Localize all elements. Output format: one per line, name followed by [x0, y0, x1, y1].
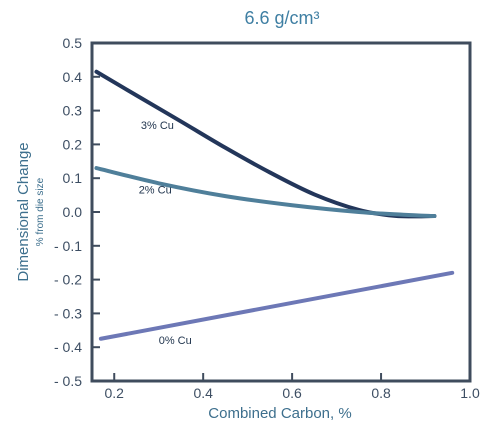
x-tick-label: 0.2	[105, 385, 125, 401]
y-tick-label: 0.1	[63, 170, 83, 186]
y-tick-label: 0.4	[63, 69, 83, 85]
y-tick-label: 0.2	[63, 136, 83, 152]
x-tick-label: 0.8	[371, 385, 391, 401]
x-axis-ticks: 0.2 0.4 0.6 0.8 1.0	[105, 373, 480, 401]
y-tick-label: - 0.1	[54, 238, 82, 254]
y-tick-label: 0.0	[63, 204, 83, 220]
y-tick-label: - 0.3	[54, 305, 82, 321]
y-tick-label: - 0.4	[54, 339, 82, 355]
y-axis-ticks: 0.5 0.4 0.3 0.2 0.1 0.0 - 0.1 - 0.2 - 0.3 - 0.4 - …	[54, 35, 100, 389]
series-labels: 3% Cu 2% Cu 0% Cu	[139, 120, 192, 347]
x-tick-label: 0.4	[193, 385, 213, 401]
series-line-2-cu	[94, 166, 437, 219]
y-tick-label: - 0.5	[54, 373, 82, 389]
series-lines	[94, 69, 455, 341]
series-label-3-cu: 3% Cu	[141, 120, 174, 132]
y-axis-label: Dimensional Change	[15, 142, 32, 281]
y-axis-sublabel: % from die size	[35, 177, 46, 246]
y-tick-label: - 0.2	[54, 272, 82, 288]
series-label-2-cu: 2% Cu	[139, 184, 172, 196]
x-tick-label: 1.0	[460, 385, 480, 401]
series-label-0-cu: 0% Cu	[159, 335, 192, 347]
y-tick-label: 0.5	[63, 35, 83, 51]
chart-title: 6.6 g/cm³	[244, 8, 319, 28]
x-axis-label: Combined Carbon, %	[208, 405, 351, 422]
x-tick-label: 0.6	[282, 385, 302, 401]
y-tick-label: 0.3	[63, 103, 83, 119]
series-line-0-cu	[98, 270, 455, 341]
